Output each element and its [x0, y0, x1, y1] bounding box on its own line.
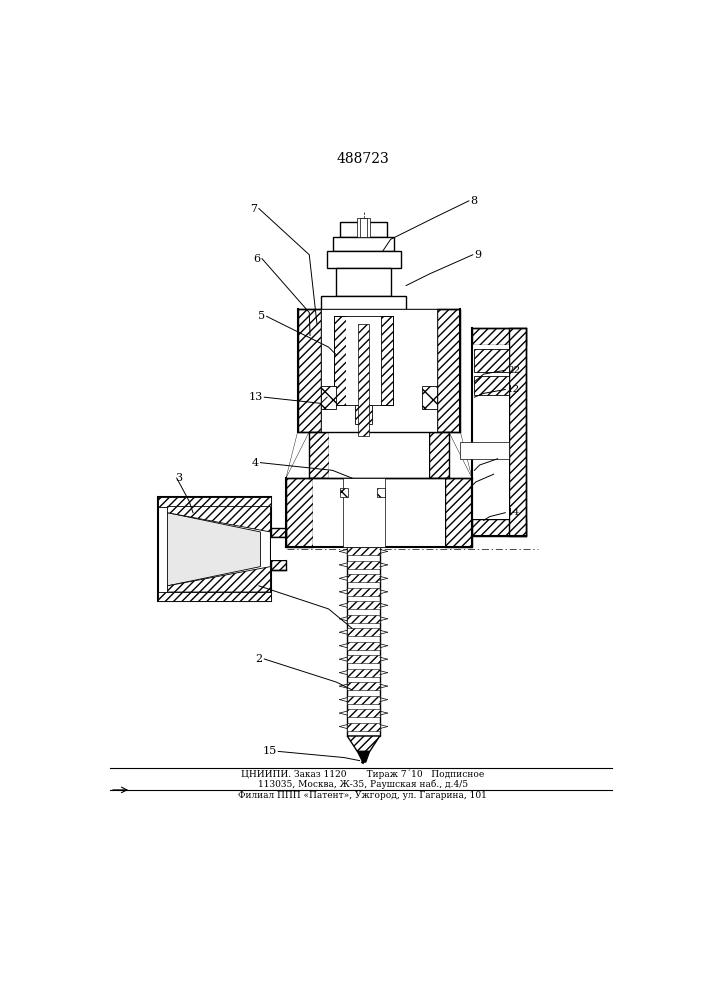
Text: ЦНИИПИ. Заказ 1120       Тираж 7´10   Подписное: ЦНИИПИ. Заказ 1120 Тираж 7´10 Подписное [241, 769, 484, 779]
Bar [286, 478, 313, 547]
Bar [347, 561, 380, 569]
Bar [356, 218, 370, 237]
Text: 2: 2 [256, 654, 263, 664]
Text: 4: 4 [252, 458, 259, 468]
Bar [271, 528, 286, 537]
Text: 10: 10 [495, 470, 508, 479]
Bar [321, 386, 337, 409]
Bar [380, 316, 393, 405]
Text: 7: 7 [250, 204, 257, 214]
Bar [445, 478, 472, 547]
Text: 13: 13 [248, 392, 263, 402]
Bar [347, 628, 380, 636]
Polygon shape [168, 507, 271, 532]
Text: 488723: 488723 [337, 152, 389, 166]
Bar [340, 222, 387, 237]
Bar [474, 349, 509, 372]
Bar [429, 432, 449, 478]
Bar [158, 592, 271, 601]
Text: 11: 11 [499, 454, 513, 463]
Text: 9: 9 [474, 250, 481, 260]
Bar [472, 328, 526, 345]
Bar [333, 237, 394, 251]
Text: 6: 6 [253, 254, 260, 264]
Bar [327, 251, 401, 268]
Text: 5: 5 [258, 311, 265, 321]
Bar [340, 488, 348, 497]
Polygon shape [357, 751, 370, 764]
Bar [378, 488, 385, 497]
Bar [347, 574, 380, 582]
Bar [298, 309, 321, 432]
Text: 15: 15 [262, 746, 276, 756]
Bar [460, 442, 509, 459]
Bar [321, 296, 406, 309]
Bar [347, 682, 380, 690]
Polygon shape [168, 567, 271, 592]
Bar [336, 268, 392, 296]
Bar [321, 309, 437, 432]
Bar [347, 709, 380, 717]
Text: Филиал ППП «Патент», Ужгород, ул. Гагарина, 101: Филиал ППП «Патент», Ужгород, ул. Гагари… [238, 791, 487, 800]
Polygon shape [286, 432, 309, 478]
Bar [346, 316, 380, 405]
Bar [437, 309, 460, 432]
Polygon shape [347, 736, 380, 751]
Bar [509, 328, 526, 536]
Text: 8: 8 [470, 196, 477, 206]
Bar [358, 324, 369, 436]
Bar [355, 405, 372, 424]
Polygon shape [449, 432, 472, 478]
Bar [271, 560, 286, 570]
Bar [361, 218, 367, 237]
Bar [472, 345, 509, 519]
Bar [347, 669, 380, 677]
Bar [347, 615, 380, 623]
Bar [347, 601, 380, 609]
Bar [474, 376, 509, 395]
Bar [271, 537, 286, 560]
Polygon shape [168, 513, 260, 586]
Bar [334, 316, 346, 405]
Bar [347, 655, 380, 663]
Bar [347, 547, 380, 736]
Bar [347, 696, 380, 704]
Bar [158, 497, 271, 601]
Bar [347, 588, 380, 596]
Text: 12: 12 [507, 385, 520, 394]
Bar [329, 432, 429, 478]
Text: 1: 1 [250, 581, 257, 591]
Bar [472, 519, 526, 536]
Text: 14: 14 [507, 508, 520, 517]
Bar [421, 386, 437, 409]
Bar [158, 497, 271, 507]
Bar [343, 478, 385, 547]
Bar [347, 723, 380, 731]
Bar [347, 547, 380, 555]
Bar [347, 642, 380, 650]
Bar [309, 432, 329, 478]
Text: 113035, Москва, Ж-35, Раушская наб., д.4/5: 113035, Москва, Ж-35, Раушская наб., д.4… [257, 779, 468, 789]
Text: 3: 3 [175, 473, 182, 483]
Bar [313, 478, 445, 547]
Text: 22: 22 [507, 366, 520, 375]
